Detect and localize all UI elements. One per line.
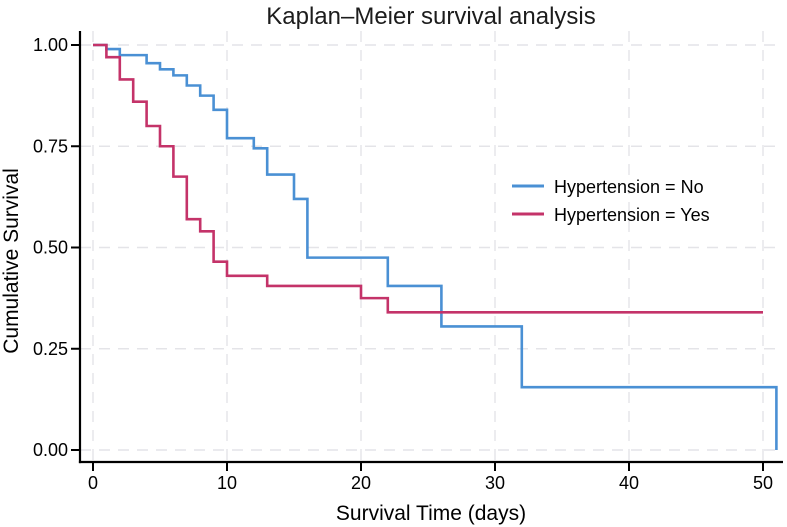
x-tick-label: 0 xyxy=(88,473,98,493)
x-tick-label: 40 xyxy=(619,473,639,493)
x-tick-label: 20 xyxy=(351,473,371,493)
km-curve-hypertension-yes xyxy=(93,43,763,314)
legend-label-hypertension-no: Hypertension = No xyxy=(554,177,704,197)
x-tick-label: 50 xyxy=(753,473,773,493)
x-tick-label: 10 xyxy=(217,473,237,493)
y-tick-label: 0.00 xyxy=(33,440,68,460)
y-tick-label: 1.00 xyxy=(33,35,68,55)
chart-title: Kaplan–Meier survival analysis xyxy=(266,3,595,30)
y-tick-label: 0.25 xyxy=(33,339,68,359)
gridlines xyxy=(80,31,783,462)
legend-label-hypertension-yes: Hypertension = Yes xyxy=(554,205,710,225)
y-tick-label: 0.50 xyxy=(33,238,68,258)
legend: Hypertension = No Hypertension = Yes xyxy=(512,177,710,225)
y-tick-label: 0.75 xyxy=(33,136,68,156)
y-axis-label: Cumulative Survival xyxy=(0,168,23,354)
axis-ticks xyxy=(71,44,764,471)
x-axis-label: Survival Time (days) xyxy=(336,502,526,525)
axis-tick-labels: 0 10 20 30 40 50 0.00 0.25 0.50 0.75 1.00 xyxy=(33,35,773,493)
x-tick-label: 30 xyxy=(485,473,505,493)
km-curve-hypertension-no xyxy=(93,43,778,450)
